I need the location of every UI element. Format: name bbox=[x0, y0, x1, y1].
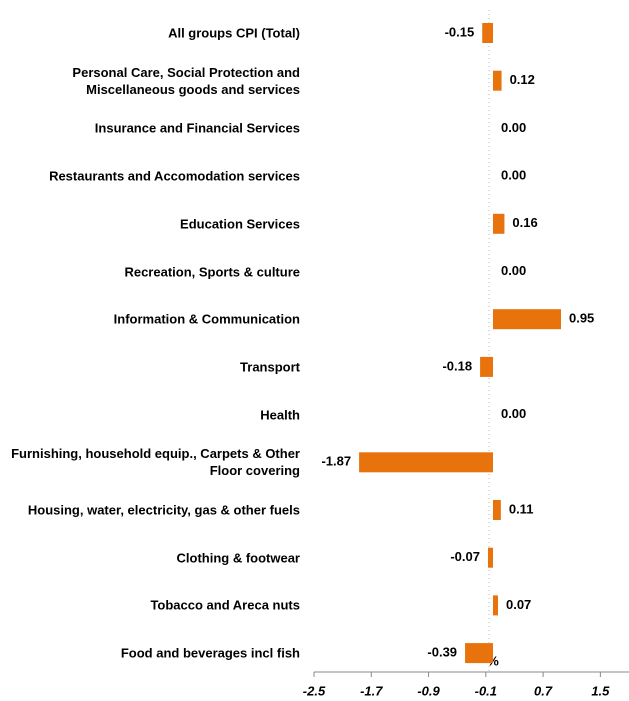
category-label: All groups CPI (Total) bbox=[168, 25, 300, 41]
category-label: Personal Care, Social Protection and Mis… bbox=[72, 64, 300, 97]
bar bbox=[492, 309, 561, 330]
bar bbox=[492, 213, 505, 234]
x-tick-label: 1.5 bbox=[591, 683, 610, 698]
value-label: -0.18 bbox=[442, 358, 472, 373]
bar bbox=[482, 23, 493, 43]
category-label: Furnishing, household equip., Carpets & … bbox=[11, 446, 300, 479]
value-label: 0.00 bbox=[501, 168, 526, 183]
category-label: Restaurants and Accomodation services bbox=[49, 168, 300, 184]
bar bbox=[492, 595, 498, 616]
category-label: Clothing & footwear bbox=[176, 550, 301, 566]
value-label: 0.11 bbox=[509, 501, 534, 516]
value-label: 0.00 bbox=[501, 263, 526, 278]
bar bbox=[492, 500, 501, 520]
category-label: Information & Communication bbox=[113, 311, 300, 327]
bar bbox=[480, 356, 493, 377]
category-label: Food and beverages incl fish bbox=[120, 645, 300, 661]
bar bbox=[359, 452, 493, 473]
value-label: -0.39 bbox=[427, 645, 457, 660]
value-label: 0.16 bbox=[512, 215, 537, 230]
value-label: 0.12 bbox=[510, 72, 535, 87]
value-label: 0.00 bbox=[501, 406, 526, 421]
value-label: -0.15 bbox=[445, 24, 475, 39]
value-label: 0.07 bbox=[506, 597, 531, 612]
category-label: Housing, water, electricity, gas & other… bbox=[27, 502, 300, 518]
bar bbox=[487, 547, 493, 568]
category-label: Health bbox=[260, 407, 300, 423]
value-label: 0.00 bbox=[501, 120, 526, 135]
value-label: -1.87 bbox=[321, 454, 351, 469]
x-tick-label: -0.9 bbox=[417, 683, 440, 698]
value-label: 0.95 bbox=[569, 311, 594, 326]
category-label: Tobacco and Areca nuts bbox=[150, 597, 300, 613]
category-label: Recreation, Sports & culture bbox=[124, 264, 300, 279]
x-tick-label: 0.7 bbox=[534, 683, 553, 698]
x-tick-label: -0.1 bbox=[475, 683, 497, 698]
category-label: Education Services bbox=[180, 216, 300, 232]
x-tick-label: -2.5 bbox=[303, 683, 326, 698]
x-tick-label: -1.7 bbox=[360, 683, 383, 698]
bar bbox=[492, 70, 502, 91]
category-label: Insurance and Financial Services bbox=[94, 120, 300, 136]
category-label: Transport bbox=[240, 359, 300, 375]
bar bbox=[465, 643, 493, 664]
value-label: -0.07 bbox=[450, 549, 480, 564]
